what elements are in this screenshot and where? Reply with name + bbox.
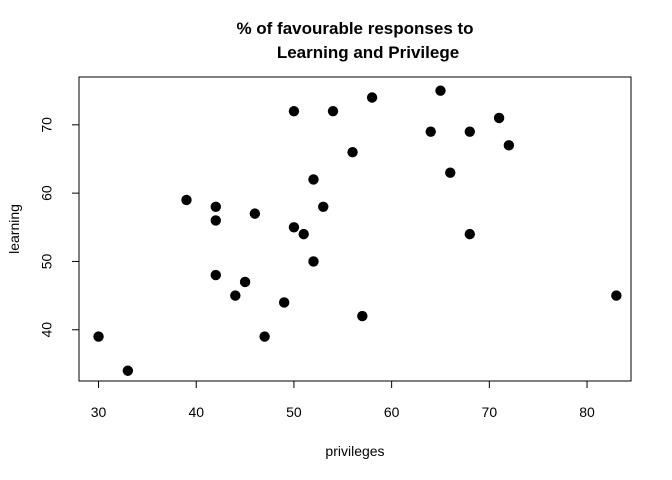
y-axis: 40 50 60 70 (39, 117, 80, 338)
chart-title-line-2: Learning and Privilege (277, 43, 459, 62)
data-point (308, 174, 319, 185)
x-tick-label: 70 (482, 404, 498, 420)
data-point (210, 201, 221, 212)
y-tick-label: 70 (39, 117, 55, 133)
data-point (503, 140, 515, 151)
data-point (347, 146, 358, 158)
x-tick-label: 60 (384, 404, 400, 420)
data-point (239, 276, 251, 288)
data-point (93, 331, 104, 342)
data-point (259, 331, 270, 342)
y-tick-label: 60 (39, 185, 55, 201)
data-point (122, 365, 134, 376)
data-point (435, 85, 446, 96)
x-tick-label: 50 (286, 404, 302, 420)
data-point (445, 167, 456, 178)
data-point (611, 290, 622, 301)
data-point (464, 126, 475, 137)
data-point (298, 228, 309, 240)
data-point (493, 112, 505, 124)
data-points (93, 85, 622, 376)
data-point (425, 126, 436, 137)
y-tick-label: 40 (39, 322, 55, 338)
data-point (210, 215, 221, 226)
data-point (308, 256, 319, 267)
x-tick-label: 30 (91, 404, 107, 420)
data-point (249, 208, 261, 219)
y-axis-label: learning (6, 204, 22, 254)
x-axis: 30 40 50 60 70 80 (91, 380, 595, 420)
data-point (210, 269, 221, 281)
data-point (366, 92, 378, 103)
y-tick-label: 50 (39, 253, 55, 269)
x-tick-label: 80 (579, 404, 595, 420)
data-point (288, 222, 300, 233)
chart-title-line-1: % of favourable responses to (236, 19, 473, 38)
data-point (181, 194, 192, 206)
data-point (464, 228, 475, 240)
plot-frame (78, 76, 632, 382)
x-tick-label: 40 (188, 404, 204, 420)
data-point (327, 105, 339, 117)
x-axis-label: privileges (325, 443, 384, 459)
data-point (288, 105, 300, 117)
data-point (230, 290, 241, 301)
data-point (318, 201, 329, 212)
data-point (357, 310, 368, 322)
data-point (278, 297, 290, 308)
